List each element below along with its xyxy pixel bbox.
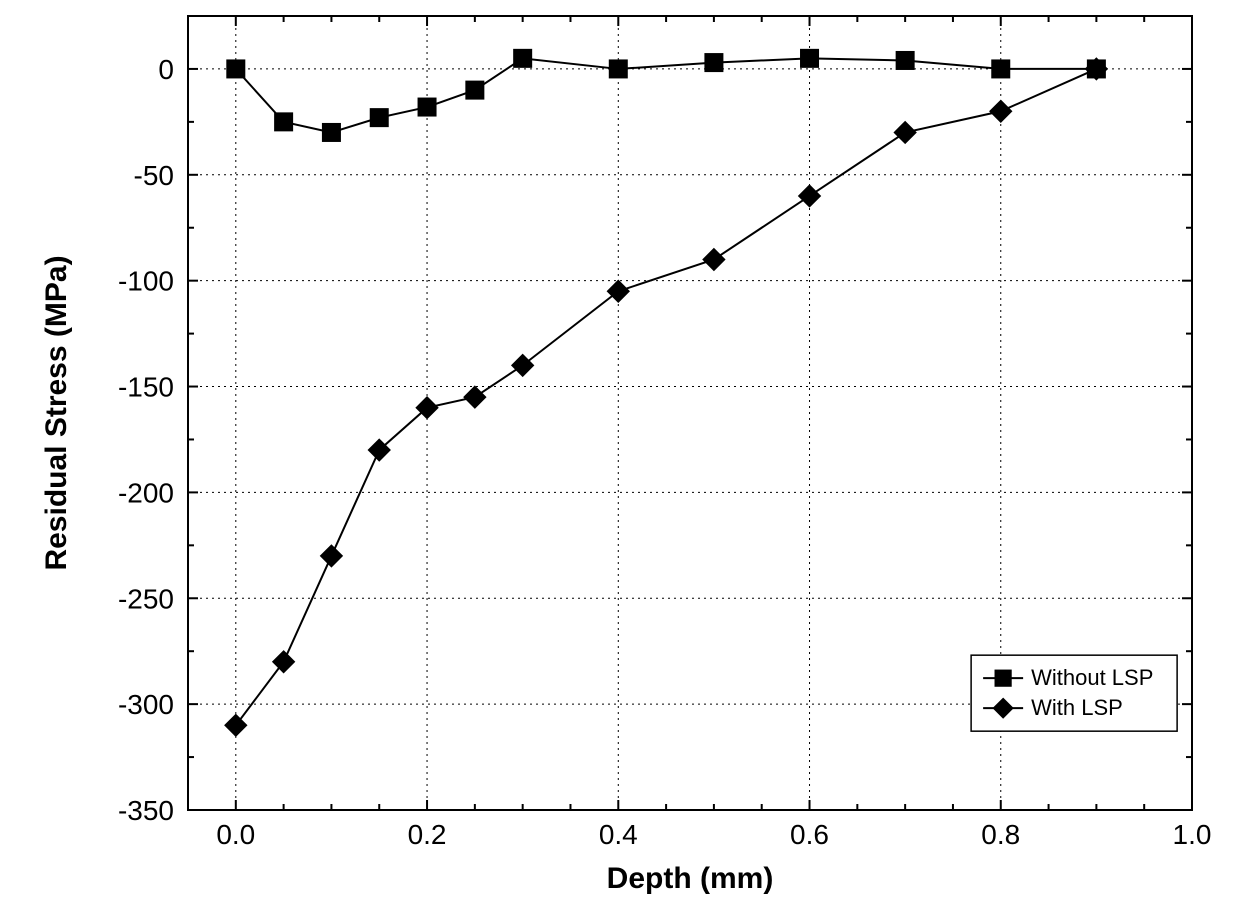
x-tick-label: 0.4: [599, 819, 638, 850]
legend: Without LSP With LSP: [971, 655, 1177, 731]
y-tick-label: -150: [118, 372, 174, 403]
x-tick-label: 0.0: [216, 819, 255, 850]
y-tick-label: -250: [118, 583, 174, 614]
x-tick-label: 0.8: [981, 819, 1020, 850]
y-tick-label: -300: [118, 689, 174, 720]
x-tick-label: 1.0: [1173, 819, 1212, 850]
y-tick-label: 0: [158, 54, 174, 85]
y-tick-label: -350: [118, 795, 174, 826]
legend-label: Without LSP: [1031, 665, 1153, 690]
x-tick-label: 0.2: [408, 819, 447, 850]
legend-label: With LSP: [1031, 695, 1123, 720]
y-tick-label: -200: [118, 477, 174, 508]
x-axis-label: Depth (mm): [607, 862, 774, 895]
y-axis-label: Residual Stress (MPa): [40, 255, 73, 570]
x-tick-label: 0.6: [790, 819, 829, 850]
y-tick-label: -50: [134, 160, 174, 191]
y-tick-label: -100: [118, 266, 174, 297]
